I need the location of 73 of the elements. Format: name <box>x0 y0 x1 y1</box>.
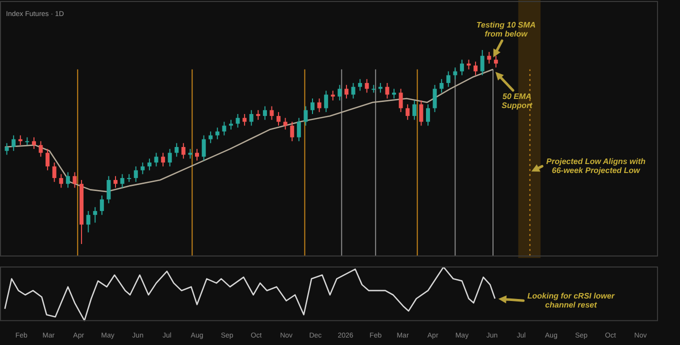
candlestick <box>398 88 403 113</box>
candlestick <box>59 174 64 188</box>
candlestick <box>168 148 172 167</box>
candlestick <box>113 176 118 188</box>
candlestick <box>351 82 356 99</box>
candlestick <box>338 84 342 101</box>
candlestick <box>392 88 396 99</box>
candlestick <box>378 82 382 94</box>
candlestick <box>364 78 369 94</box>
candlestick <box>249 110 254 126</box>
candlestick <box>460 59 464 76</box>
candlestick <box>72 172 77 188</box>
annotation: Looking for cRSI lower channel reset <box>527 291 616 310</box>
candlestick <box>147 158 152 171</box>
candlestick <box>228 119 233 130</box>
candlestick <box>86 210 90 233</box>
candlestick <box>317 98 322 113</box>
candlestick <box>304 106 308 126</box>
candlestick <box>215 127 220 140</box>
candlestick <box>453 66 458 80</box>
candlestick <box>256 110 260 120</box>
candlestick <box>432 84 437 113</box>
candlestick <box>440 78 444 94</box>
candlestick <box>195 148 200 162</box>
candlestick <box>188 148 192 160</box>
annotation: Testing 10 SMA from below <box>476 20 536 38</box>
candlestick <box>32 136 36 150</box>
candlestick <box>18 134 22 146</box>
candlestick <box>426 104 430 126</box>
candlestick <box>100 195 104 216</box>
candlestick <box>52 162 56 182</box>
candlestick <box>446 70 450 88</box>
candlestick <box>46 148 50 171</box>
candlestick <box>242 114 247 126</box>
candlestick <box>419 100 424 126</box>
candlestick <box>120 174 124 188</box>
candlestick <box>174 142 179 158</box>
candlestick <box>270 106 274 120</box>
candlestick <box>324 90 328 113</box>
candlestick <box>66 172 70 188</box>
candlestick <box>358 78 362 92</box>
candlestick <box>296 117 301 142</box>
candlestick <box>38 140 43 158</box>
candlestick <box>127 174 132 182</box>
candlestick <box>412 100 416 120</box>
candlestick <box>310 98 314 115</box>
candlestick <box>385 82 390 99</box>
candlestick <box>406 104 410 120</box>
candlestick <box>93 206 98 224</box>
candlestick <box>222 121 226 136</box>
candlestick <box>181 142 186 160</box>
candlestick <box>154 152 158 167</box>
candlestick <box>140 162 145 175</box>
candlestick <box>161 152 166 167</box>
candlestick <box>466 59 471 70</box>
candlestick <box>474 61 478 76</box>
candlestick <box>134 166 138 182</box>
candlestick <box>330 90 335 101</box>
candlestick <box>487 51 492 64</box>
candlestick <box>262 106 267 120</box>
candlestick <box>208 130 213 144</box>
candlestick <box>283 117 288 130</box>
candlestick <box>480 50 484 76</box>
candlestick <box>4 142 9 156</box>
candlestick <box>202 134 206 162</box>
annotation: 50 EMA Support <box>502 92 533 110</box>
candlestick <box>12 134 16 152</box>
candlestick <box>106 176 111 204</box>
candlestick <box>344 84 348 99</box>
candlestick <box>276 112 281 126</box>
annotation: Projected Low Aligns with 66-week Projected Low <box>546 156 646 175</box>
candlestick <box>290 121 294 142</box>
candlestick <box>236 114 240 128</box>
